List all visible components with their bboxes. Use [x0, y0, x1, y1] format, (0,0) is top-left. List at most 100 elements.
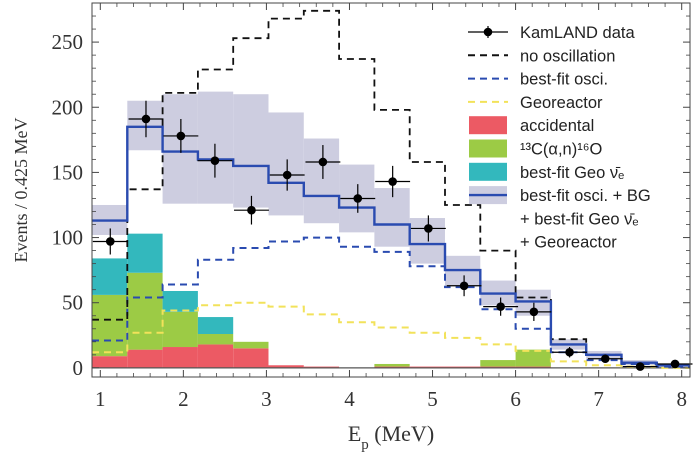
data-marker — [496, 302, 505, 311]
data-marker — [565, 347, 574, 357]
y-tick-label: 0 — [73, 356, 84, 380]
x-axis-label: Ep (MeV) — [348, 421, 434, 453]
data-point — [657, 359, 693, 369]
x-label-unit: (MeV) — [369, 421, 434, 446]
stack-bar — [162, 347, 198, 368]
stack-bar — [92, 294, 128, 357]
data-point — [410, 215, 446, 242]
data-point — [234, 195, 269, 225]
stack-bar — [233, 341, 269, 349]
stack-bar — [374, 363, 410, 367]
legend-label: no oscillation — [520, 47, 615, 65]
band-bin — [127, 100, 163, 151]
stack-bar — [515, 349, 551, 367]
stack-bar — [92, 356, 128, 368]
data-marker — [388, 177, 397, 186]
data-marker — [318, 157, 328, 167]
legend-swatch-box — [469, 139, 507, 158]
legend: KamLAND data no oscillation best-fit osci.… — [468, 24, 651, 252]
data-point — [305, 145, 341, 179]
data-point — [552, 347, 588, 358]
stack-bar — [515, 366, 551, 368]
data-point — [483, 297, 519, 316]
data-marker — [282, 170, 292, 180]
x-tick-label: 7 — [593, 387, 604, 411]
data-marker — [176, 131, 186, 141]
band-bin — [374, 188, 410, 247]
legend-label: KamLAND data — [520, 24, 635, 42]
stack-bar — [162, 311, 198, 348]
y-tick-label: 250 — [52, 30, 84, 54]
axis-ticks: 1 2 3 4 5 6 7 8 0 50 100 150 200 250 — [52, 3, 690, 411]
total-prediction-line — [92, 125, 690, 367]
y-axis-label: Events / 0.425 MeV — [11, 118, 31, 263]
y-tick-label: 100 — [52, 226, 84, 250]
stack-bar — [233, 348, 269, 368]
legend-label: best-fit osci. — [520, 71, 608, 89]
stack-bar — [268, 365, 304, 368]
legend-label: Georeactor — [520, 94, 603, 112]
data-point — [340, 184, 376, 213]
band-bin — [233, 94, 269, 208]
stack-bar — [127, 272, 163, 350]
band-bin — [162, 94, 198, 204]
y-tick-label: 50 — [62, 291, 83, 315]
data-marker — [247, 205, 256, 215]
stack-bar — [303, 366, 340, 368]
stack-bar — [374, 366, 410, 368]
legend-label: best-fit Geo ν̄ₑ — [520, 164, 624, 182]
best-fit-osci-line — [92, 236, 690, 368]
x-tick-label: 4 — [344, 387, 355, 411]
legend-swatch-marker — [483, 27, 493, 37]
data-marker — [141, 114, 151, 124]
legend-label: best-fit osci. + BG — [520, 187, 651, 205]
legend-label: accidental — [520, 117, 594, 135]
x-tick-label: 3 — [261, 387, 272, 411]
stack-bar — [127, 233, 163, 273]
stack-bar — [480, 366, 516, 368]
data-marker — [635, 362, 645, 371]
legend-label: + Georeactor — [520, 234, 617, 252]
data-marker — [529, 307, 539, 317]
data-marker — [424, 224, 433, 233]
x-label-sub: p — [361, 437, 369, 453]
x-tick-label: 5 — [427, 387, 438, 411]
data-marker — [459, 281, 469, 291]
stack-bar — [409, 366, 445, 368]
data-point — [516, 302, 552, 321]
model-lines — [92, 9, 690, 369]
data-point — [128, 100, 164, 138]
no-oscillation-line — [92, 9, 690, 367]
data-point — [587, 354, 623, 364]
data-points — [92, 100, 693, 371]
y-tick-label: 150 — [52, 160, 84, 184]
data-point — [163, 118, 199, 153]
band-bin — [303, 138, 340, 224]
data-point — [446, 275, 482, 297]
legend-swatch-box — [469, 116, 507, 135]
stack-bar — [197, 317, 234, 334]
x-tick-label: 2 — [178, 387, 189, 411]
legend-label: ¹³C(α,n)¹⁶O — [520, 141, 602, 159]
x-tick-label: 8 — [676, 387, 687, 411]
stack-bar — [444, 366, 481, 368]
data-marker — [353, 194, 363, 203]
data-point — [269, 159, 305, 191]
x-tick-label: 1 — [95, 387, 106, 411]
background-stack — [92, 233, 551, 368]
band-bin — [268, 112, 304, 216]
band-bin — [197, 91, 234, 204]
data-marker — [670, 359, 680, 369]
stack-bar — [197, 333, 234, 345]
legend-label: + best-fit Geo ν̄ₑ — [520, 210, 638, 228]
x-tick-label: 6 — [510, 387, 521, 411]
georeactor-line — [92, 301, 690, 369]
data-point — [92, 228, 128, 255]
x-label-main: E — [348, 421, 361, 446]
data-marker — [210, 156, 220, 165]
data-point — [375, 165, 411, 198]
legend-swatch-box — [469, 162, 507, 181]
y-tick-label: 200 — [52, 95, 84, 119]
stack-bar — [162, 290, 198, 312]
